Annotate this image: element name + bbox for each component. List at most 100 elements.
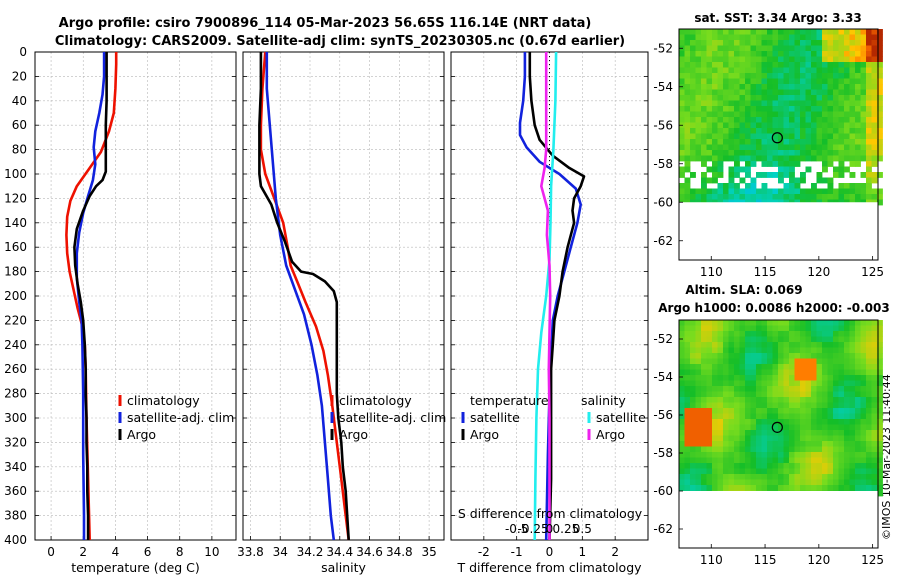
map-cell (706, 194, 713, 200)
map-cell (712, 397, 718, 403)
map-cell (739, 408, 746, 414)
map-cell (805, 106, 812, 112)
map-cell (844, 122, 850, 129)
map-cell (877, 474, 883, 480)
map-cell (767, 128, 773, 134)
map-cell (877, 419, 883, 425)
map-cell (695, 419, 702, 425)
map-cell (701, 474, 707, 480)
map-cell (756, 84, 762, 90)
map-cell (706, 441, 713, 447)
map-cell (679, 408, 685, 414)
map-cell (871, 369, 878, 376)
map-cell (728, 435, 735, 442)
map-cell (701, 347, 707, 354)
map-cell (805, 78, 812, 85)
map-cell (756, 435, 762, 442)
map-cell (822, 391, 828, 398)
map-cell (849, 161, 856, 167)
map-cell (844, 441, 850, 447)
imos-watermark: ©IMOS 10-Mar-2023 11:40:44 (880, 374, 893, 540)
map-cell (739, 320, 746, 326)
map-cell (822, 62, 828, 68)
map-cell (679, 56, 685, 63)
map-cell (745, 419, 751, 425)
map-cell (761, 369, 768, 376)
x-tick-label: -1 (511, 545, 523, 559)
map-cell (756, 342, 762, 348)
map-cell (767, 380, 773, 387)
map-cell (690, 95, 696, 101)
map-cell (866, 34, 872, 41)
map-cell (866, 419, 872, 425)
map-cell (723, 122, 729, 129)
map-cell (772, 391, 779, 398)
x-tick-label: 8 (176, 545, 184, 559)
legend-label: satellite (596, 410, 646, 425)
map-cell (767, 413, 773, 420)
map-cell (717, 463, 724, 469)
map-cell (712, 369, 718, 376)
map-cell (800, 34, 806, 41)
map-cell (745, 347, 751, 354)
map-cell (827, 122, 834, 129)
map-cell (750, 364, 757, 370)
map-cell (706, 331, 713, 337)
map-cell (717, 111, 724, 118)
map-cell (695, 40, 702, 46)
map-cell (833, 485, 839, 491)
map-cell (844, 402, 850, 409)
map-cell (778, 479, 784, 486)
map-cell (838, 106, 845, 112)
map-cell (695, 446, 702, 453)
map-cell (794, 95, 801, 101)
map-cell (778, 435, 784, 442)
map-cell (756, 34, 762, 41)
map-cell (739, 347, 746, 354)
map-cell (860, 155, 867, 162)
map-cell (871, 139, 878, 145)
map-cell (767, 457, 773, 464)
map-cell (684, 166, 691, 173)
map-cell (767, 188, 773, 195)
map-cell (860, 391, 867, 398)
map-cell (833, 67, 839, 74)
map-cell (805, 463, 812, 469)
map-cell (756, 479, 762, 486)
map-cell (695, 380, 702, 387)
map-cell (866, 56, 872, 63)
map-cell (745, 369, 751, 376)
map-cell (750, 479, 757, 486)
map-cell (827, 479, 834, 486)
map-cell (723, 358, 729, 365)
map-cell (877, 369, 883, 376)
map-cell (783, 29, 790, 35)
map-cell (838, 342, 845, 348)
map-cell (838, 84, 845, 90)
map-cell (877, 117, 883, 123)
map-cell (838, 117, 845, 123)
map-cell (811, 194, 817, 200)
map-cell (800, 342, 806, 348)
map-cell (811, 117, 817, 123)
map-cell (695, 106, 702, 112)
map-cell (805, 111, 812, 118)
map-cell (783, 397, 790, 403)
y-tick-label: -54 (653, 80, 673, 94)
secondary-x-tick-label: 0.5 (573, 522, 592, 536)
map-cell (860, 485, 867, 491)
map-cell (844, 331, 850, 337)
map-cell (811, 353, 817, 359)
map-cell (822, 84, 828, 90)
map-cell (833, 84, 839, 90)
map-cell (822, 435, 828, 442)
map-cell (761, 468, 768, 475)
map-cell (767, 111, 773, 118)
map-cell (690, 485, 696, 491)
map-cell (712, 342, 718, 348)
map-cell (849, 188, 856, 195)
map-cell (838, 188, 845, 195)
map-cell (811, 397, 817, 403)
map-cell (816, 78, 823, 85)
y-tick-label: 400 (4, 533, 27, 547)
